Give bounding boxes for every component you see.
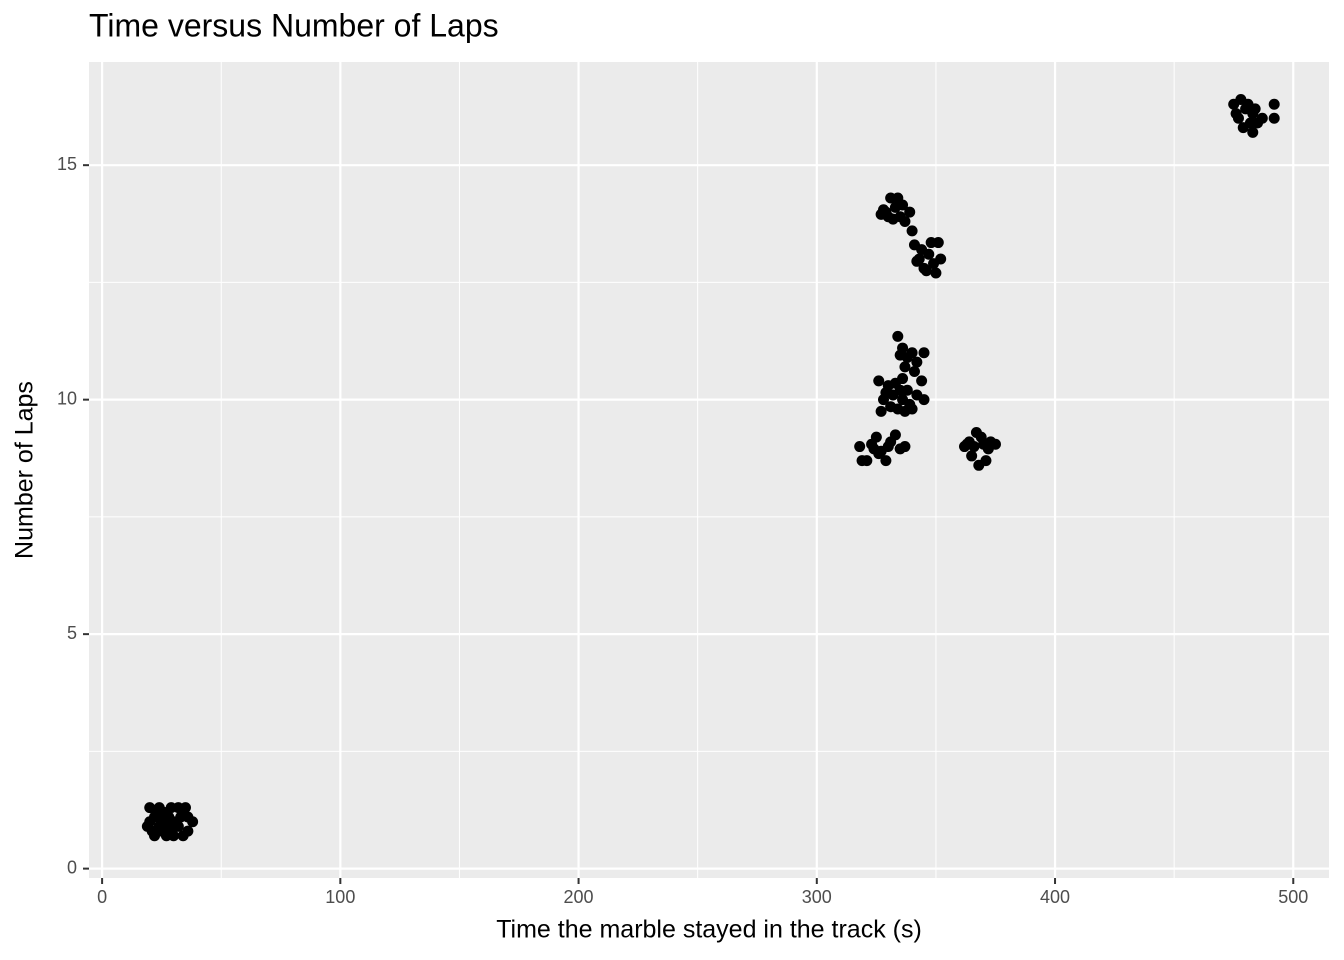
- point: [141, 820, 153, 832]
- point: [160, 816, 172, 828]
- point: [892, 330, 904, 342]
- point: [1268, 98, 1280, 110]
- point: [873, 375, 885, 387]
- point: [172, 820, 184, 832]
- point: [982, 443, 994, 455]
- y-axis-title: Number of Laps: [11, 381, 39, 559]
- point: [153, 802, 165, 814]
- point: [870, 431, 882, 443]
- point: [156, 825, 168, 837]
- point: [854, 441, 866, 453]
- x-tick-label: 200: [564, 887, 594, 907]
- point: [168, 830, 180, 842]
- point: [880, 455, 892, 467]
- point: [920, 265, 932, 277]
- plot-panel: [89, 62, 1329, 878]
- point: [1268, 112, 1280, 124]
- point: [182, 825, 194, 837]
- point: [916, 244, 928, 256]
- point: [897, 373, 909, 385]
- point: [961, 438, 973, 450]
- point: [882, 441, 894, 453]
- point: [966, 450, 978, 462]
- point: [908, 366, 920, 378]
- x-tick-label: 0: [97, 887, 107, 907]
- point: [878, 204, 890, 216]
- point: [904, 206, 916, 218]
- y-tick-label: 10: [57, 388, 77, 408]
- point: [1240, 103, 1252, 115]
- point: [899, 361, 911, 373]
- point: [894, 384, 906, 396]
- point: [177, 806, 189, 818]
- point: [1230, 108, 1242, 120]
- point: [911, 356, 923, 368]
- point: [1244, 117, 1256, 129]
- point: [918, 394, 930, 406]
- point: [889, 429, 901, 441]
- point: [897, 199, 909, 211]
- point: [885, 401, 897, 413]
- point: [906, 347, 918, 359]
- point: [887, 213, 899, 225]
- y-tick-label: 0: [67, 857, 77, 877]
- x-tick-label: 400: [1040, 887, 1070, 907]
- point: [894, 349, 906, 361]
- point: [899, 215, 911, 227]
- point: [906, 225, 918, 237]
- point: [930, 267, 942, 279]
- point: [925, 237, 937, 249]
- point: [911, 255, 923, 267]
- y-tick-label: 5: [67, 623, 77, 643]
- point: [904, 398, 916, 410]
- point: [1249, 103, 1261, 115]
- point: [880, 387, 892, 399]
- point: [935, 253, 947, 265]
- point: [918, 347, 930, 359]
- point: [916, 375, 928, 387]
- point: [1247, 126, 1259, 138]
- point: [875, 405, 887, 417]
- point: [868, 443, 880, 455]
- point: [899, 441, 911, 453]
- point: [187, 816, 199, 828]
- point: [1235, 94, 1247, 106]
- point: [975, 431, 987, 443]
- point: [980, 455, 992, 467]
- x-tick-label: 300: [802, 887, 832, 907]
- point: [861, 455, 873, 467]
- chart-title: Time versus Number of Laps: [89, 7, 499, 43]
- x-tick-label: 500: [1278, 887, 1308, 907]
- x-axis-title: Time the marble stayed in the track (s): [496, 916, 922, 944]
- point: [165, 802, 177, 814]
- x-tick-label: 100: [325, 887, 355, 907]
- point: [1256, 112, 1268, 124]
- y-tick-label: 15: [57, 154, 77, 174]
